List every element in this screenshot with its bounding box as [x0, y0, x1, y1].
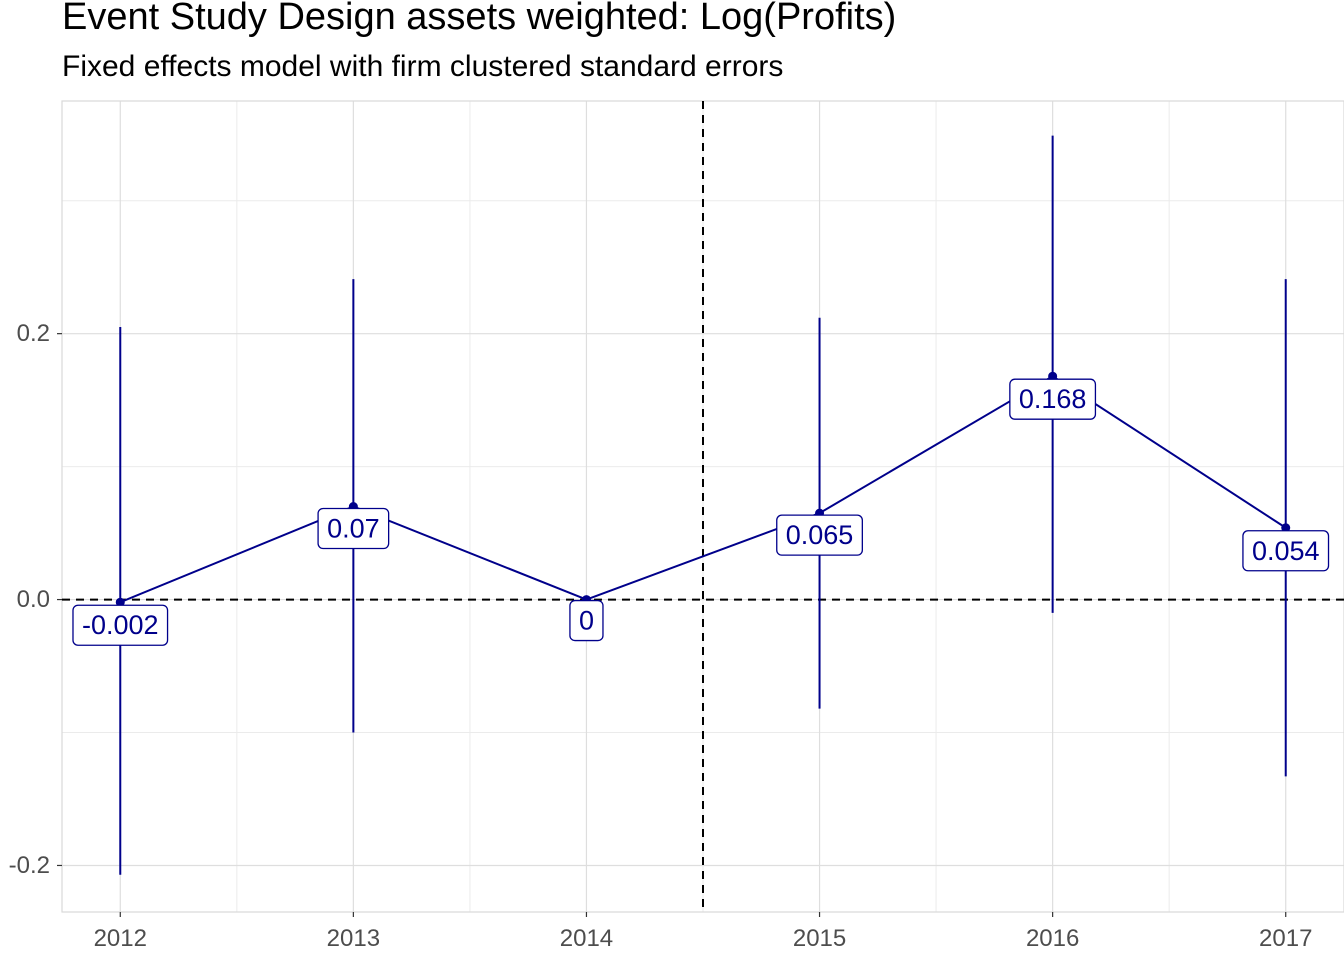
data-label-box — [317, 507, 390, 550]
data-label: 0.065 — [776, 514, 863, 556]
data-point — [115, 597, 125, 607]
data-point — [1048, 371, 1058, 381]
x-tick-label: 2014 — [560, 925, 613, 952]
reference-lines — [62, 101, 1344, 912]
x-tick-label: 2015 — [793, 925, 846, 952]
y-tick-label: 0.2 — [17, 320, 50, 347]
data-label-box — [569, 599, 604, 642]
data-label: 0.168 — [1009, 378, 1097, 420]
data-point — [1281, 523, 1291, 533]
data-label: 0.07 — [317, 507, 390, 550]
data-label: -0.002 — [72, 604, 169, 646]
chart-subtitle: Fixed effects model with firm clustered … — [62, 50, 784, 83]
data-label-text: 0 — [579, 606, 594, 636]
data-label-box — [1009, 378, 1097, 420]
data-label-text: 0.07 — [327, 514, 380, 544]
data-labels: -0.002 0.07 0 0.065 0.168 0.054 — [72, 378, 1330, 646]
data-label-text: 0.065 — [786, 520, 854, 550]
data-label-box — [1242, 530, 1330, 572]
chart-title: Event Study Design assets weighted: Log(… — [62, 0, 897, 38]
data-label: 0 — [569, 599, 604, 642]
data-label-text: 0.054 — [1252, 536, 1320, 566]
data-label: 0.054 — [1242, 530, 1330, 572]
x-tick-label: 2016 — [1026, 925, 1079, 952]
data-label-text: -0.002 — [82, 610, 159, 640]
data-label-box — [72, 604, 169, 646]
axes: 2012 2013 2014 2015 2016 2017 -0.2 0.0 0.2 — [9, 320, 1313, 952]
data-label-text: 0.168 — [1019, 384, 1087, 414]
x-tick-label: 2012 — [94, 925, 147, 952]
x-tick-label: 2017 — [1259, 925, 1312, 952]
data-label-box — [776, 514, 863, 556]
y-tick-label: 0.0 — [17, 586, 50, 613]
x-tick-label: 2013 — [327, 925, 380, 952]
y-tick-label: -0.2 — [9, 852, 50, 879]
